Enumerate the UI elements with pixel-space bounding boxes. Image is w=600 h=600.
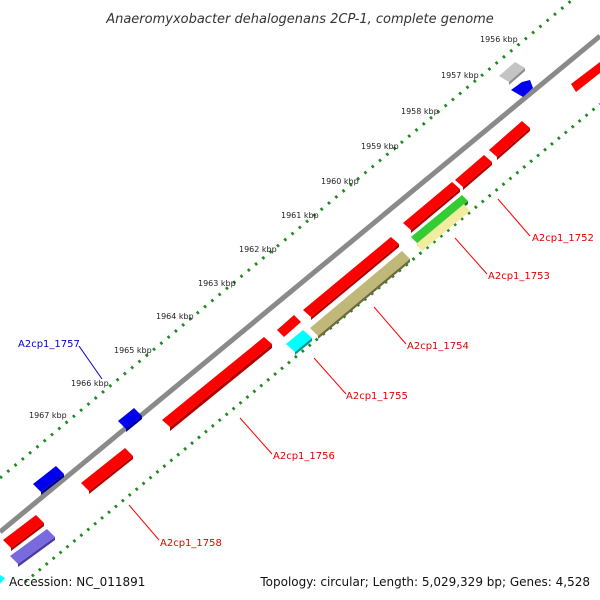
gene-label-1752[interactable]: A2cp1_1752 [532,233,594,244]
tick-label-1963: 1963 kbp [198,279,236,288]
map-title: Anaeromyxobacter dehalogenans 2CP-1, com… [105,12,494,27]
gene-red-small[interactable] [277,315,301,337]
tick-label-1958: 1958 kbp [401,107,439,116]
tick-label-1964: 1964 kbp [156,312,194,321]
callout-1758 [128,504,160,541]
gene-khaki-1754[interactable] [310,251,410,336]
gene-red-middle-long[interactable] [303,237,399,317]
gene-label-1758[interactable]: A2cp1_1758 [160,538,222,549]
outer-tick-ring [0,0,573,480]
gene-label-1756[interactable]: A2cp1_1756 [273,451,335,462]
tick-label-1966: 1966 kbp [71,379,109,388]
gene-red-topright[interactable] [571,62,600,92]
gene-blue-top[interactable] [511,80,533,97]
tick-label-1962: 1962 kbp [239,245,277,254]
gene-yellow-1753[interactable] [416,204,470,251]
gene-red-1758[interactable] [81,448,133,491]
gene-label-1754[interactable]: A2cp1_1754 [407,341,469,352]
tick-label-1957: 1957 kbp [441,71,479,80]
gene-blue-lowerleft[interactable] [33,466,64,492]
gene-cyan-1755[interactable] [286,330,312,352]
gene-green-1752[interactable] [411,195,468,243]
gene-blue-1757[interactable] [118,408,142,429]
gene-label-1755[interactable]: A2cp1_1755 [346,391,408,402]
callout-1756 [239,417,273,455]
callout-1753 [454,237,488,275]
inner-tick-ring [24,102,600,584]
gene-red-upper-a[interactable] [489,121,530,157]
gene-red-bottomleft[interactable] [3,515,44,548]
tick-label-1967: 1967 kbp [29,411,67,420]
accession-text: Accession: NC_011891 [9,575,145,589]
tick-label-1959: 1959 kbp [361,142,399,151]
gene-red-1756[interactable] [162,337,272,427]
tick-label-1965: 1965 kbp [114,346,152,355]
gene-red-upper-c[interactable] [403,182,460,230]
tick-label-1960: 1960 kbp [321,177,359,186]
gene-red-upper-b[interactable] [455,155,492,187]
genome-backbone [0,34,600,534]
callout-1757 [78,345,103,380]
gene-lavender[interactable] [10,529,55,564]
genome-summary-text: Topology: circular; Length: 5,029,329 bp… [259,575,590,589]
gene-cyan-corner [0,575,5,584]
gene-gray[interactable] [499,62,525,82]
gene-label-1757[interactable]: A2cp1_1757 [18,339,80,350]
tick-label-1961: 1961 kbp [281,211,319,220]
gene-label-1753[interactable]: A2cp1_1753 [488,271,550,282]
tick-label-1956: 1956 kbp [480,35,518,44]
callout-1752 [497,198,531,237]
callout-1755 [313,357,347,395]
callout-1754 [373,306,407,345]
